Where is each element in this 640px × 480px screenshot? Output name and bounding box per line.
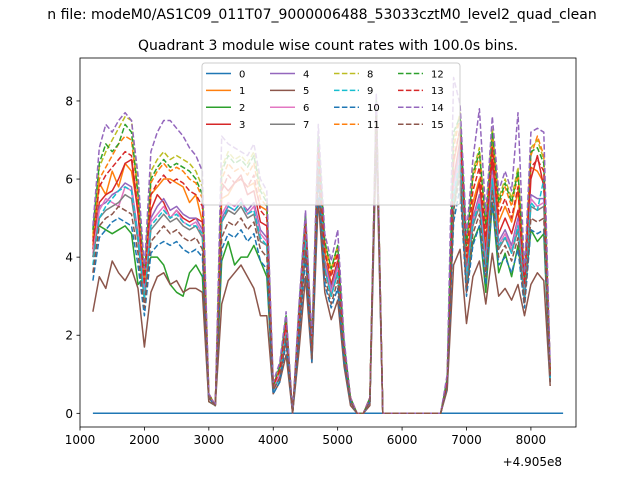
x-tick-label: 2000 xyxy=(129,433,160,447)
x-tick-label: 4000 xyxy=(258,433,289,447)
legend-label-5: 5 xyxy=(303,86,309,97)
figure-suptitle: n file: modeM0/AS1C09_011T07_9000006488_… xyxy=(47,7,596,23)
legend-label-12: 12 xyxy=(431,69,444,80)
legend-label-1: 1 xyxy=(239,86,245,97)
axes-frame xyxy=(79,57,577,428)
legend-label-15: 15 xyxy=(431,120,444,131)
x-tick-label: 6000 xyxy=(387,433,418,447)
axes: 1000 2000 3000 4000 5000 6000 7000 8000 0 2 4 6 8 xyxy=(65,57,577,447)
x-tick-label: 7000 xyxy=(451,433,482,447)
series-line-15 xyxy=(92,115,551,415)
legend-label-0: 0 xyxy=(239,69,245,80)
legend-label-13: 13 xyxy=(431,86,444,97)
legend-label-3: 3 xyxy=(239,120,245,131)
legend-label-6: 6 xyxy=(303,103,309,114)
legend-label-7: 7 xyxy=(303,120,309,131)
legend-label-14: 14 xyxy=(431,103,444,114)
y-tick-label: 8 xyxy=(65,94,73,108)
legend-label-9: 9 xyxy=(367,86,373,97)
legend-label-4: 4 xyxy=(303,69,309,80)
chart-title: Quadrant 3 module wise count rates with … xyxy=(138,38,518,54)
x-offset-label: +4.905e8 xyxy=(503,455,562,469)
series-line-9 xyxy=(92,108,551,415)
legend-label-11: 11 xyxy=(367,120,380,131)
x-tick-label: 5000 xyxy=(322,433,353,447)
legend-label-2: 2 xyxy=(239,103,245,114)
legend-box xyxy=(201,62,461,206)
legend-label-10: 10 xyxy=(367,103,380,114)
y-tick-label: 4 xyxy=(65,251,73,265)
x-tick-label: 1000 xyxy=(65,433,96,447)
series-line-13 xyxy=(92,104,551,415)
y-tick-label: 0 xyxy=(65,407,73,421)
y-tick-label: 2 xyxy=(65,329,73,343)
y-tick-label: 6 xyxy=(65,173,73,187)
legend-label-8: 8 xyxy=(367,69,373,80)
x-tick-label: 3000 xyxy=(194,433,225,447)
series-line-5 xyxy=(92,139,551,415)
x-tick-label: 8000 xyxy=(516,433,547,447)
